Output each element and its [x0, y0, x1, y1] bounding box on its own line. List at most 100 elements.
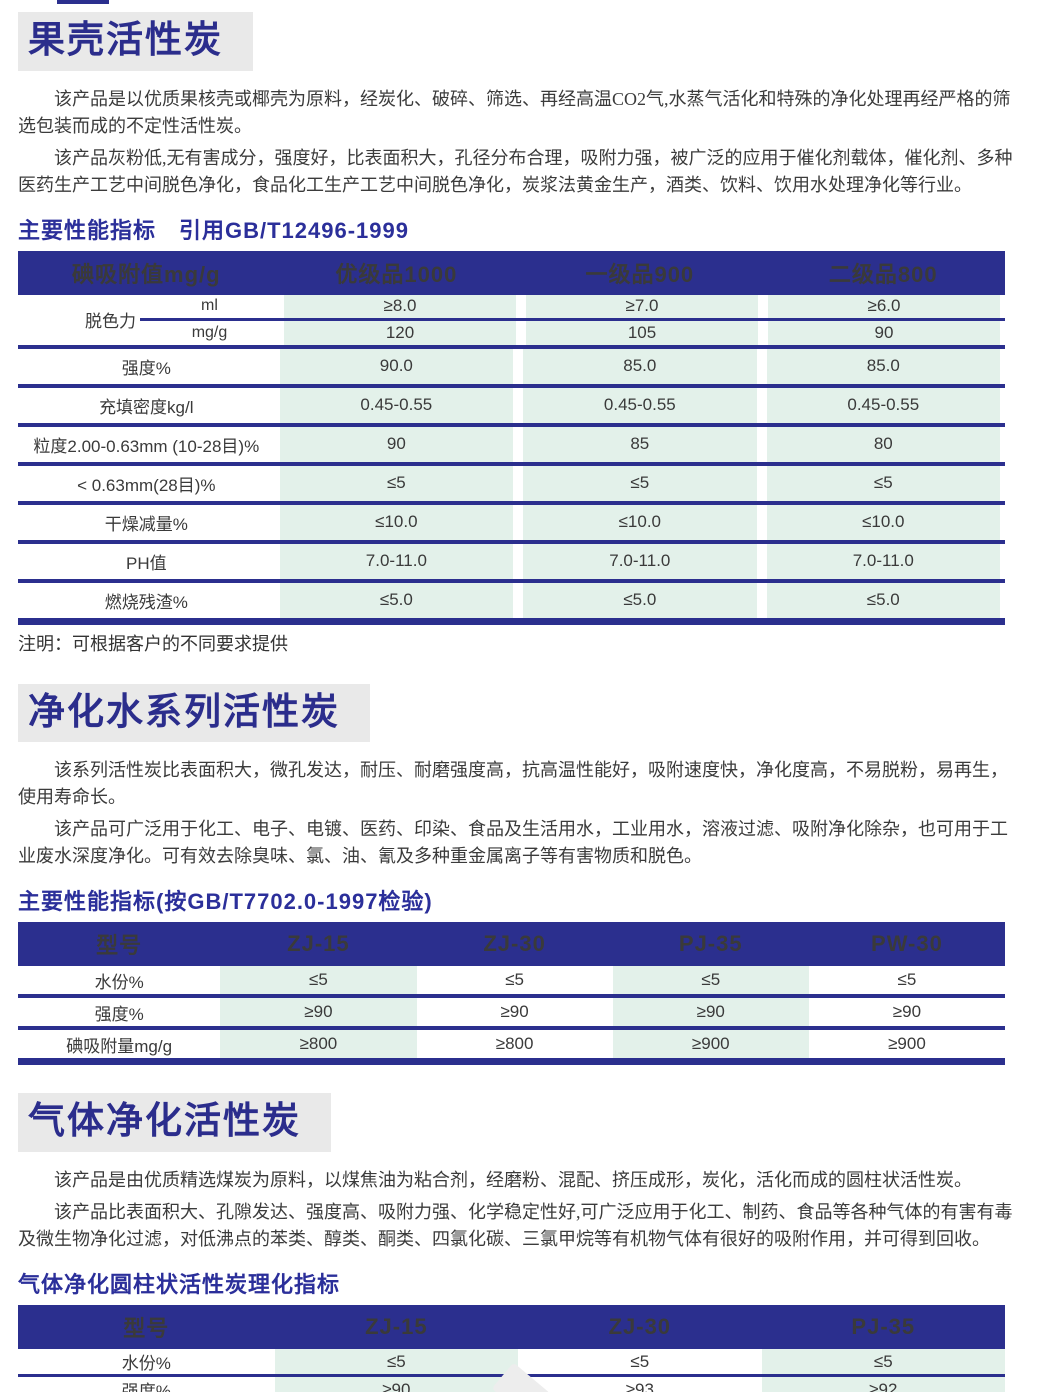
table-header-cell: 一级品900	[585, 261, 695, 287]
table-row: PH值 7.0-11.0 7.0-11.0 7.0-11.0	[18, 543, 1005, 583]
section-paragraph: 该产品可广泛用于化工、电子、电镀、医药、印染、食品及生活用水，工业用水，溶液过滤…	[18, 819, 1008, 867]
row-label: 强度%	[94, 1004, 144, 1024]
table-header-row: 型号 ZJ-15 ZJ-30 PJ-35	[18, 1305, 1005, 1350]
section-shell-carbon: 果壳活性炭 该产品是以优质果核壳或椰壳为原料，经炭化、破碎、筛选、再经高温CO2…	[18, 6, 1021, 656]
row-label: mg/g	[191, 323, 228, 341]
cell-value: 7.0-11.0	[279, 543, 514, 579]
cell-value: ≥90	[612, 998, 809, 1027]
table-heading: 主要性能指标(按GB/T7702.0-1997检验)	[18, 889, 433, 915]
cell-value: ≥90	[500, 1002, 529, 1022]
cell-value: ≥900	[612, 1030, 809, 1059]
row-label: 水份%	[94, 972, 144, 992]
cell-value: 0.45-0.55	[523, 387, 757, 423]
row-label: 燃烧残渣%	[104, 592, 188, 612]
cell-value: ≤5	[274, 1349, 519, 1375]
section-title: 果壳活性炭	[18, 12, 253, 71]
cell-value: 85.0	[766, 348, 1001, 384]
table-row: 粒度2.00-0.63mm (10-28目)% 90 85 80	[18, 426, 1005, 466]
cell-value: ≥90	[892, 1002, 922, 1022]
cell-value: ≥800	[495, 1034, 534, 1054]
table-header-cell: ZJ-15	[287, 931, 350, 957]
table-header-row: 碘吸附值mg/g 优级品1000 一级品900 二级品800	[18, 250, 1005, 295]
cell-value: ≥92	[761, 1377, 1006, 1392]
section-paragraph: 该产品比表面积大、孔隙发达、强度高、吸附力强、化学稳定性好,可广泛应用于化工、制…	[18, 1202, 1013, 1250]
cell-value: ≤5	[279, 465, 514, 501]
section-title: 气体净化活性炭	[18, 1093, 331, 1153]
cell-value: ≥90	[274, 1377, 519, 1392]
table-row: 强度% 90.0 85.0 85.0	[18, 348, 1005, 388]
section-paragraph: 该系列活性炭比表面积大，微孔发达，耐压、耐磨强度高，抗高温性能好，吸附速度快，净…	[18, 760, 1008, 808]
cell-value: 105	[526, 321, 758, 345]
top-edge-mark	[57, 0, 109, 4]
cell-value: 7.0-11.0	[523, 543, 757, 579]
cell-value: ≥800	[220, 1030, 417, 1059]
section-paragraph: 该产品是由优质精选煤炭为原料，以煤焦油为粘合剂，经磨粉、混配、挤压成形，炭化，活…	[54, 1170, 972, 1191]
cell-value: 0.45-0.55	[766, 387, 1001, 423]
table-row: < 0.63mm(28目)% ≤5 ≤5 ≤5	[18, 465, 1005, 505]
table-note: 注明：可根据客户的不同要求提供	[18, 633, 288, 654]
cell-value: 7.0-11.0	[766, 543, 1001, 579]
cell-value: ≥6.0	[768, 294, 1000, 319]
cell-value: ≤5	[761, 1349, 1006, 1375]
cell-value: ≥7.0	[526, 294, 758, 319]
row-label: 强度%	[121, 1382, 171, 1392]
cell-value: ≤5.0	[523, 582, 757, 618]
cell-value: 85	[523, 426, 757, 462]
cell-value: ≥900	[888, 1034, 926, 1054]
table-header-cell: ZJ-30	[608, 1314, 672, 1340]
cell-value: 0.45-0.55	[279, 387, 514, 423]
cell-value: ≤5	[630, 1351, 650, 1371]
cell-value: ≤10.0	[279, 504, 514, 540]
table-header-row: 型号 ZJ-15 ZJ-30 PJ-35 PW-30	[18, 922, 1005, 967]
table-header-cell: 型号	[96, 933, 143, 959]
table-row: 脱色力 ml ≥8.0 ≥7.0 ≥6.0 mg/g 120 105 90	[18, 294, 1005, 349]
table-row: 干燥减量% ≤10.0 ≤10.0 ≤10.0	[18, 504, 1005, 544]
row-label: ml	[201, 297, 218, 315]
table-row: 水份% ≤5 ≤5 ≤5 ≤5	[18, 966, 1005, 999]
table-sub-row: ml ≥8.0 ≥7.0 ≥6.0	[140, 294, 1005, 319]
row-label: 粒度2.00-0.63mm (10-28目)%	[33, 436, 260, 456]
table-row: 燃烧残渣% ≤5.0 ≤5.0 ≤5.0	[18, 582, 1005, 618]
row-label: 碘吸附量mg/g	[66, 1036, 173, 1056]
table-heading: 气体净化圆柱状活性炭理化指标	[18, 1272, 341, 1298]
cell-value: ≤5	[505, 970, 524, 990]
table-header-cell: 优级品1000	[335, 261, 458, 287]
cell-value: 90	[279, 426, 514, 462]
table-header-cell: PW-30	[871, 931, 943, 957]
cell-value: ≤5	[220, 966, 417, 995]
table-header-cell: ZJ-30	[483, 931, 546, 957]
section-gas-carbon: 气体净化活性炭 该产品是由优质精选煤炭为原料，以煤焦油为粘合剂，经磨粉、混配、挤…	[18, 1087, 1021, 1392]
cell-value: ≥93	[625, 1379, 654, 1392]
cell-value: ≤10.0	[766, 504, 1001, 540]
table-sub-row: mg/g 120 105 90	[140, 318, 1005, 345]
table-heading: 主要性能指标 引用GB/T12496-1999	[18, 217, 409, 243]
row-group-body: ml ≥8.0 ≥7.0 ≥6.0 mg/g 120 105 90	[140, 294, 1005, 345]
section-water-carbon: 净化水系列活性炭 该系列活性炭比表面积大，微孔发达，耐压、耐磨强度高，抗高温性能…	[18, 678, 1021, 1066]
row-label: 水份%	[121, 1354, 171, 1374]
table-header-cell: PJ-35	[678, 931, 743, 957]
cell-value: ≤5	[897, 970, 917, 990]
cell-value: ≤5.0	[766, 582, 1001, 618]
cell-value: ≥8.0	[284, 294, 516, 319]
row-label: 强度%	[121, 358, 171, 378]
cell-value: 120	[284, 321, 516, 345]
table-header-cell: 型号	[123, 1316, 170, 1342]
table-header-cell: ZJ-15	[365, 1314, 428, 1340]
table-header-cell: 碘吸附值mg/g	[72, 261, 221, 287]
table-row: 碘吸附量mg/g ≥800 ≥800 ≥900 ≥900	[18, 1030, 1005, 1059]
cell-value: 80	[766, 426, 1001, 462]
row-label: PH值	[125, 553, 167, 573]
section-title: 净化水系列活性炭	[18, 683, 370, 743]
cell-value: ≤10.0	[523, 504, 757, 540]
cell-value: ≥90	[220, 998, 417, 1027]
spec-table-shell-carbon: 碘吸附值mg/g 优级品1000 一级品900 二级品800 脱色力 ml ≥8.0 ≥7.0…	[18, 250, 1005, 625]
row-label: 充填密度kg/l	[99, 397, 194, 417]
cell-value: ≤5.0	[279, 582, 514, 618]
table-header-cell: 二级品800	[828, 261, 938, 287]
row-label: < 0.63mm(28目)%	[77, 475, 216, 495]
cell-value: ≤5	[523, 465, 757, 501]
cell-value: 90.0	[279, 348, 514, 384]
section-paragraph: 该产品灰粉低,无有害成分，强度好，比表面积大，孔径分布合理，吸附力强，被广泛的应…	[18, 147, 1013, 195]
row-label: 干燥减量%	[104, 514, 188, 534]
